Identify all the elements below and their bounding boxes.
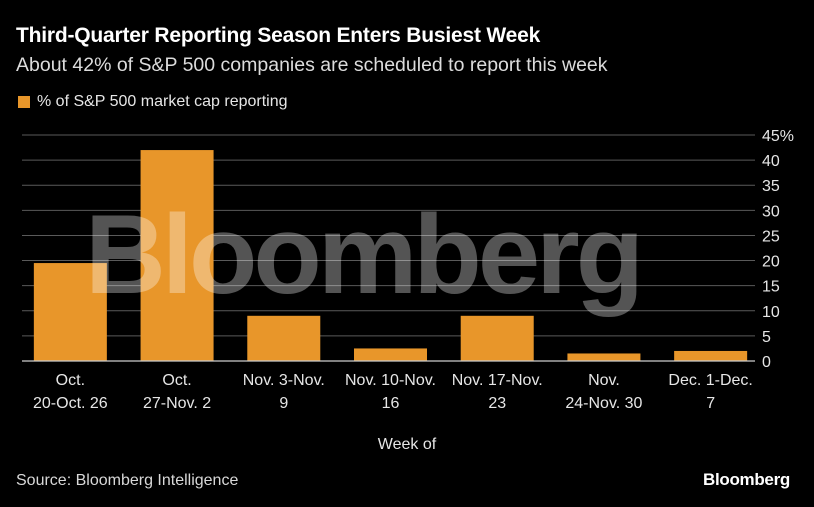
bar	[33, 263, 107, 361]
x-tick-label: Nov. 17-Nov.	[452, 372, 543, 389]
source-note: Source: Bloomberg Intelligence	[16, 472, 239, 489]
bar	[247, 315, 321, 361]
bar	[140, 150, 214, 361]
y-tick-label: 30	[762, 203, 780, 220]
y-tick-label: 10	[762, 304, 780, 321]
x-tick-label: Nov. 3-Nov.	[243, 372, 325, 389]
y-tick-label: 15	[762, 279, 780, 296]
x-tick-label: Nov. 10-Nov.	[345, 372, 436, 389]
x-tick-label: 24-Nov. 30	[565, 395, 642, 412]
x-axis-label: Week of	[377, 436, 437, 453]
chart-subtitle: About 42% of S&P 500 companies are sched…	[16, 54, 608, 76]
x-tick-label: Nov.	[588, 372, 620, 389]
x-tick-label: 23	[488, 395, 506, 412]
bloomberg-logo: Bloomberg	[702, 470, 790, 489]
bar	[674, 350, 748, 361]
y-tick-label: 5	[762, 329, 771, 346]
x-tick-label: Dec. 1-Dec.	[668, 372, 752, 389]
x-tick-label: 27-Nov. 2	[143, 395, 211, 412]
bars	[33, 150, 748, 361]
y-tick-label: 0	[762, 354, 771, 371]
chart-title: Third-Quarter Reporting Season Enters Bu…	[16, 24, 541, 47]
y-tick-label: 40	[762, 153, 780, 170]
legend: % of S&P 500 market cap reporting	[18, 93, 288, 111]
legend-swatch	[18, 96, 30, 108]
x-tick-labels: Oct. 20-Oct. 26 Oct. 27-Nov. 2 Nov. 3-Nov. 9 N…	[33, 372, 753, 412]
bar	[460, 315, 534, 361]
x-tick-label: 16	[382, 395, 400, 412]
y-tick-label: 45%	[762, 128, 794, 145]
x-tick-label: 7	[706, 395, 715, 412]
x-tick-label: 9	[279, 395, 288, 412]
x-tick-label: Oct.	[162, 372, 191, 389]
x-tick-label: Oct.	[56, 372, 85, 389]
y-tick-labels: 0 5 10 15 20 25 30 35 40 45%	[762, 128, 794, 371]
bar	[354, 348, 427, 361]
y-tick-label: 20	[762, 254, 780, 271]
bar	[567, 353, 641, 361]
watermark: Bloomberg	[85, 192, 640, 317]
x-tick-label: 20-Oct. 26	[33, 395, 108, 412]
y-tick-label: 25	[762, 228, 780, 245]
legend-label: % of S&P 500 market cap reporting	[37, 93, 288, 110]
y-tick-label: 35	[762, 178, 780, 195]
